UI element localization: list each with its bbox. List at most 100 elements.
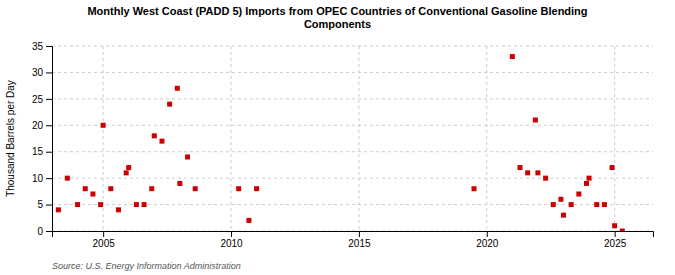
x-tick: 2020 [476,231,499,249]
point [558,197,563,202]
point [602,202,607,207]
points [56,54,625,231]
x-tick-label: 2025 [604,238,627,249]
x-tick: 2005 [93,231,116,249]
y-tick-label: 0 [37,226,43,237]
point [471,186,476,191]
grid-line-x [486,46,487,231]
point [543,176,548,181]
point [518,165,523,170]
point [159,139,164,144]
x-tick: 2015 [348,231,371,249]
x-tick-label: 2015 [348,238,371,249]
y-tick: 35 [32,41,52,52]
point [126,165,131,170]
point [236,186,241,191]
point [535,170,540,175]
y-axis-line [46,47,53,232]
y-axis: 0 5 10 15 20 25 30 35 [32,41,53,237]
title: Monthly West Coast (PADD 5) Imports from… [87,5,587,30]
y-tick-mark [46,231,52,232]
x-tick-mark [231,231,232,237]
point [610,165,615,170]
y-tick-mark [46,125,52,126]
y-tick-mark [46,152,52,153]
point [193,186,198,191]
x-tick-label: 2005 [93,238,116,249]
point [525,170,530,175]
point [56,207,61,212]
y-tick-label: 15 [32,146,44,157]
grid [52,46,653,231]
point [612,223,617,228]
y-tick-mark [46,46,52,47]
point [98,202,103,207]
point [510,54,515,59]
source: Source: U.S. Energy Information Administ… [52,261,241,271]
point [620,229,625,232]
x-axis: 2005 2010 2015 2020 2025 [53,231,654,249]
x-axis-line [53,232,654,238]
point [254,186,259,191]
x-tick-label: 2010 [220,238,243,249]
y-tick-label: 20 [32,120,44,131]
point [246,218,251,223]
grid-line-y [52,151,653,152]
point [65,176,70,181]
point [116,207,121,212]
point [142,202,147,207]
point [175,86,180,91]
x-tick-mark [103,231,104,237]
y-axis-title: Thousand Barrels per Day [5,80,16,197]
x-tick-mark [487,231,488,237]
y-tick-label: 35 [32,41,44,52]
point [587,176,592,181]
y-tick-label: 5 [37,199,43,210]
y-tick: 20 [32,120,52,131]
point [90,192,95,197]
y-tick-label: 30 [32,67,44,78]
point [167,102,172,107]
grid-line-y [52,98,653,99]
point [576,192,581,197]
grid-line-y [52,125,653,126]
y-tick-label: 25 [32,94,44,105]
point [177,181,182,186]
point [83,186,88,191]
y-tick: 0 [37,226,52,237]
point [584,181,589,186]
grid-line-x [614,46,615,231]
point [594,202,599,207]
plot-area: 2005201020152020202505101520253035 [32,41,654,249]
x-tick: 2025 [604,231,627,249]
y-tick-mark [46,99,52,100]
grid-line-x [231,46,232,231]
grid-line-x [358,46,359,231]
point [561,213,566,218]
y-tick: 5 [37,199,52,210]
y-tick: 15 [32,146,52,157]
y-tick: 10 [32,173,52,184]
point [75,202,80,207]
point [533,118,538,123]
point [152,133,157,138]
grid-line-y [52,46,653,47]
point [101,123,106,128]
point [124,170,129,175]
point [134,202,139,207]
grid-line-y [52,72,653,73]
grid-line-y [52,178,653,179]
y-tick-mark [46,72,52,73]
x-tick-label: 2020 [476,238,499,249]
y-tick: 25 [32,94,52,105]
y-tick-label: 10 [32,173,44,184]
y-tick-mark [46,178,52,179]
y-tick: 30 [32,67,52,78]
point [551,202,556,207]
point [108,186,113,191]
chart: 2005201020152020202505101520253035Monthl… [0,0,675,275]
x-tick-mark [359,231,360,237]
x-tick-mark [615,231,616,237]
point [149,186,154,191]
point [185,155,190,160]
